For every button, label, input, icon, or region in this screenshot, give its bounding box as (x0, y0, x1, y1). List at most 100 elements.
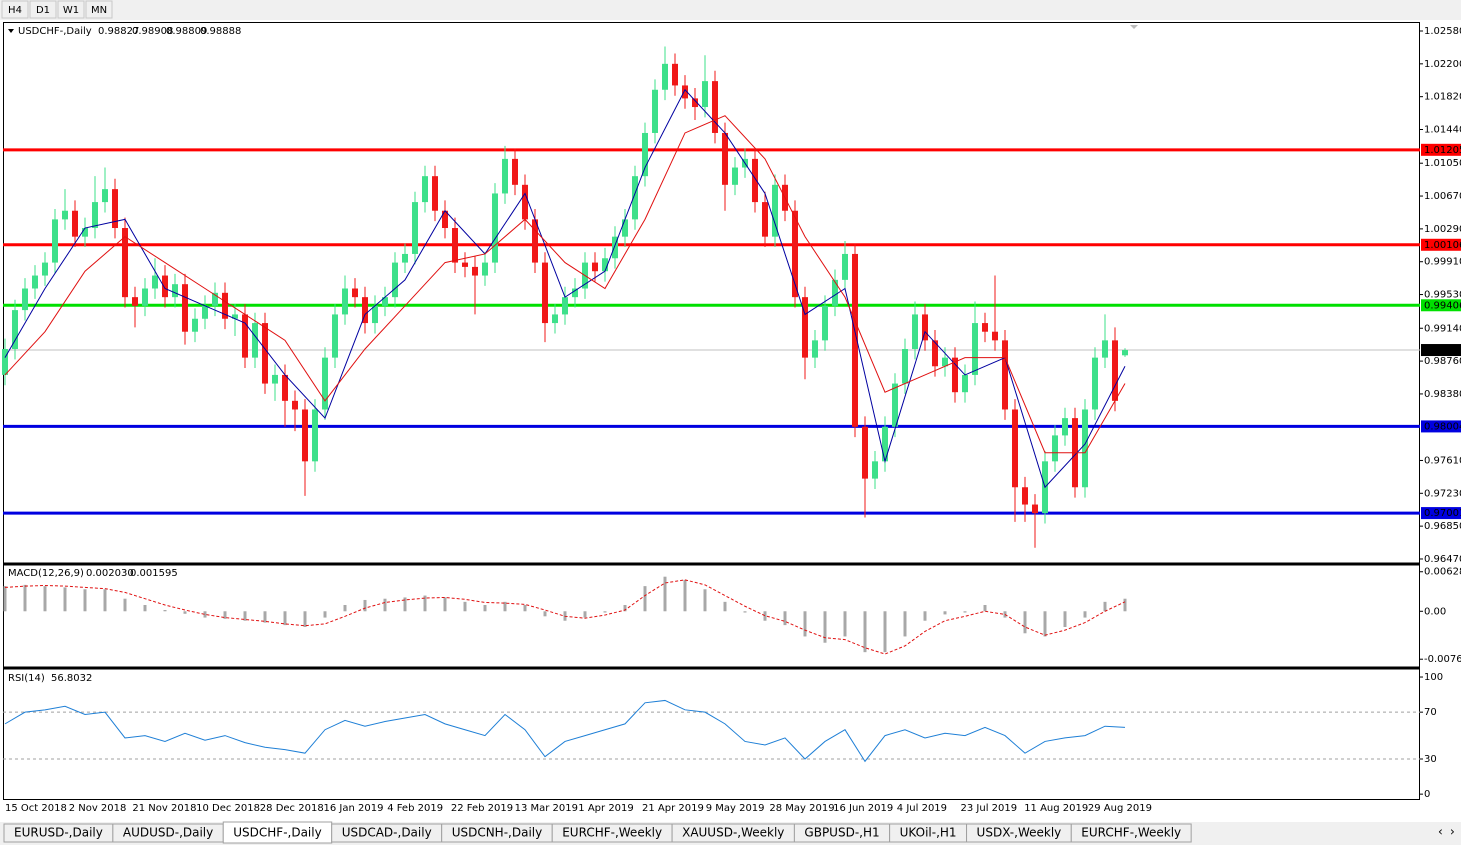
timeframe-button[interactable] (29, 0, 57, 19)
chart-tab-label[interactable]: UKOil-,H1 (900, 826, 957, 840)
x-tick-label: 10 Dec 2018 (196, 803, 260, 814)
candle-body (62, 210, 68, 220)
candle-body (802, 297, 808, 358)
level-price-label: 0.97001 (1424, 508, 1461, 519)
candle-body (342, 288, 348, 315)
level-price-label: 0.99406 (1424, 300, 1461, 311)
candle-body (922, 314, 928, 341)
candle-body (872, 461, 878, 479)
timeframe-label[interactable]: W1 (63, 5, 79, 16)
candle-body (662, 63, 668, 90)
x-tick-label: 1 Apr 2019 (578, 803, 633, 814)
timeframe-label[interactable]: MN (91, 5, 107, 16)
candle-body (292, 400, 298, 410)
candle-body (302, 409, 308, 462)
moving-average (4, 88, 1126, 489)
candle-body (772, 184, 778, 237)
candle-body (822, 305, 828, 341)
candle-body (1012, 409, 1018, 488)
chart-tab-label[interactable]: USDCNH-,Daily (452, 826, 543, 840)
candle-body (1062, 418, 1068, 436)
candle-body (392, 262, 398, 298)
candle-body (162, 275, 168, 298)
candle-body (552, 314, 558, 324)
chart-tab-label[interactable]: EURCHF-,Weekly (562, 826, 662, 840)
chart-window (0, 20, 1461, 822)
timeframe-button[interactable] (85, 0, 113, 19)
chart-tab-label[interactable]: GBPUSD-,H1 (804, 826, 879, 840)
candle-body (222, 292, 228, 319)
candle-body (412, 202, 418, 254)
candle-body (282, 374, 288, 401)
timeframe-label[interactable]: D1 (36, 5, 50, 16)
candle-body (572, 288, 578, 298)
current-price-label: 0.98888 (1424, 345, 1461, 356)
candle-body (732, 167, 738, 185)
ohlc-readout: 0.98888 (200, 26, 241, 37)
chart-tab-label[interactable]: EURCHF-,Weekly (1081, 826, 1181, 840)
timeframe-label[interactable]: H4 (8, 5, 22, 16)
candle-body (722, 132, 728, 185)
candle-body (1092, 357, 1098, 410)
candle-body (1022, 487, 1028, 505)
chart-tab[interactable] (1070, 823, 1192, 843)
candle-body (702, 81, 708, 108)
candle-body (962, 374, 968, 393)
candle-body (672, 63, 678, 86)
x-tick-label: 16 Jun 2019 (833, 803, 893, 814)
chart-tab-label[interactable]: USDCHF-,Daily (233, 826, 321, 840)
y-tick-label: 1.01050 (1424, 158, 1461, 169)
ohlc-readout: 0.98809 (166, 26, 207, 37)
chart-tab-label[interactable]: USDX-,Weekly (977, 826, 1062, 840)
level-price-label: 1.01205 (1424, 145, 1461, 156)
timeframe-button[interactable] (1, 0, 29, 19)
candle-body (982, 323, 988, 332)
x-tick-label: 23 Jul 2019 (961, 803, 1018, 814)
candle-body (472, 266, 478, 276)
candle-body (42, 262, 48, 276)
candle-body (312, 409, 318, 462)
candle-body (812, 340, 818, 358)
tab-scroll-left[interactable]: ‹ (1438, 825, 1443, 839)
tab-scroll-right[interactable]: › (1450, 825, 1455, 839)
level-price-box (1421, 143, 1461, 156)
candle-body (92, 202, 98, 229)
level-price-box (1421, 238, 1461, 251)
chart-tab-label[interactable]: EURUSD-,Daily (14, 826, 103, 840)
chart-tab-label[interactable]: USDCAD-,Daily (342, 826, 432, 840)
candle-body (852, 253, 858, 427)
chart-tab-label[interactable]: AUDUSD-,Daily (123, 826, 213, 840)
candle-body (182, 284, 188, 332)
y-tick-label: 100 (1424, 672, 1443, 683)
level-price-label: 0.98004 (1424, 421, 1461, 432)
candle-body (52, 219, 58, 263)
candle-body (682, 85, 688, 99)
y-tick-label: 1.00670 (1424, 191, 1461, 202)
candle-body (692, 98, 698, 108)
y-tick-label: 30 (1424, 754, 1437, 765)
candle-body (192, 318, 198, 332)
candle-body (372, 305, 378, 324)
candle-body (1052, 435, 1058, 462)
chart-tab-label[interactable]: XAUUSD-,Weekly (682, 826, 784, 840)
candle-body (2, 348, 8, 375)
x-tick-label: 4 Feb 2019 (387, 803, 443, 814)
macd-signal (4, 579, 1126, 655)
current-price-box (1421, 344, 1461, 357)
candle-body (202, 305, 208, 319)
timeframe-button[interactable] (57, 0, 85, 19)
candle-body (242, 314, 248, 358)
candle-body (832, 279, 838, 306)
collapse-arrow[interactable] (8, 29, 14, 33)
candle-body (132, 297, 138, 306)
candle-body (952, 357, 958, 393)
candle-body (112, 189, 118, 229)
candle-body (1112, 340, 1118, 401)
indicator-readout: 56.8032 (51, 673, 92, 684)
y-tick-label: 0.006286 (1424, 567, 1461, 578)
level-price-box (1421, 420, 1461, 433)
